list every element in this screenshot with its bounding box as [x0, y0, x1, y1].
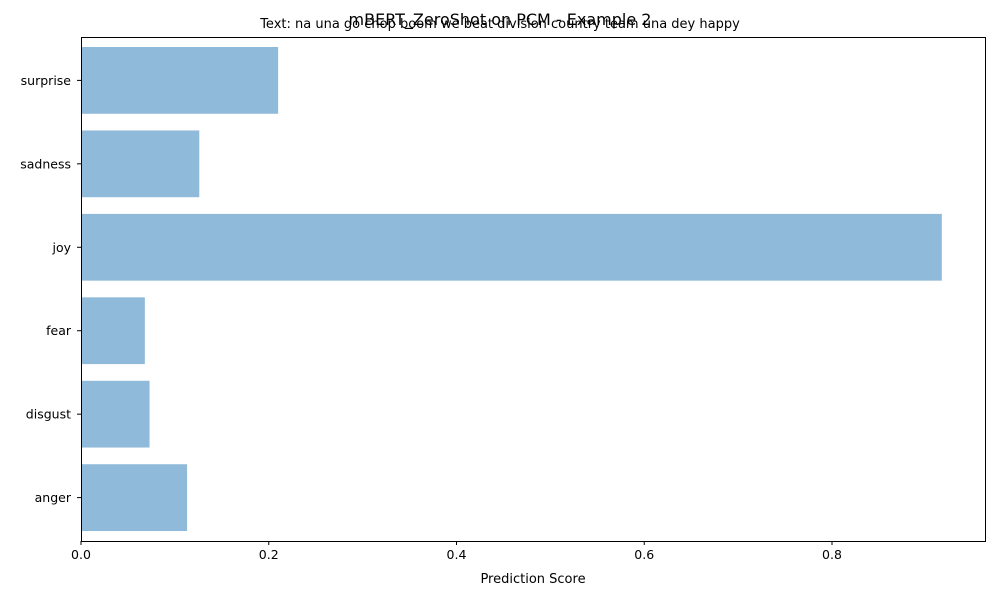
y-tick-label-sadness: sadness	[20, 156, 71, 171]
axes-frame	[81, 37, 986, 542]
x-tick-label: 0.2	[259, 547, 279, 562]
y-axis-ticks: anger disgust fear joy sadness surprise	[20, 73, 81, 505]
x-tick-label: 0.6	[634, 547, 654, 562]
chart-subtitle: Text: na una go chop boom we beat divisi…	[260, 17, 740, 32]
x-axis-ticks: 0.0 0.2 0.4 0.6 0.8	[71, 541, 842, 562]
chart-title: mBERT_ZeroShot on PCM - Example 2	[348, 10, 652, 29]
x-tick-label: 0.0	[71, 547, 91, 562]
bar-anger	[82, 464, 188, 531]
x-tick-label: 0.8	[822, 547, 842, 562]
bar-sadness	[82, 130, 200, 198]
bar-joy	[82, 213, 942, 281]
y-tick-label-disgust: disgust	[26, 407, 71, 422]
bar-surprise	[82, 47, 279, 114]
y-tick-label-surprise: surprise	[21, 73, 72, 88]
y-tick-label-joy: joy	[51, 240, 71, 255]
bars-group	[82, 47, 942, 531]
x-tick-label: 0.4	[447, 547, 467, 562]
x-axis-label: Prediction Score	[480, 572, 585, 587]
y-tick-label-anger: anger	[35, 490, 72, 505]
bar-fear	[82, 297, 145, 365]
y-tick-label-fear: fear	[46, 323, 72, 338]
bar-disgust	[82, 380, 150, 448]
